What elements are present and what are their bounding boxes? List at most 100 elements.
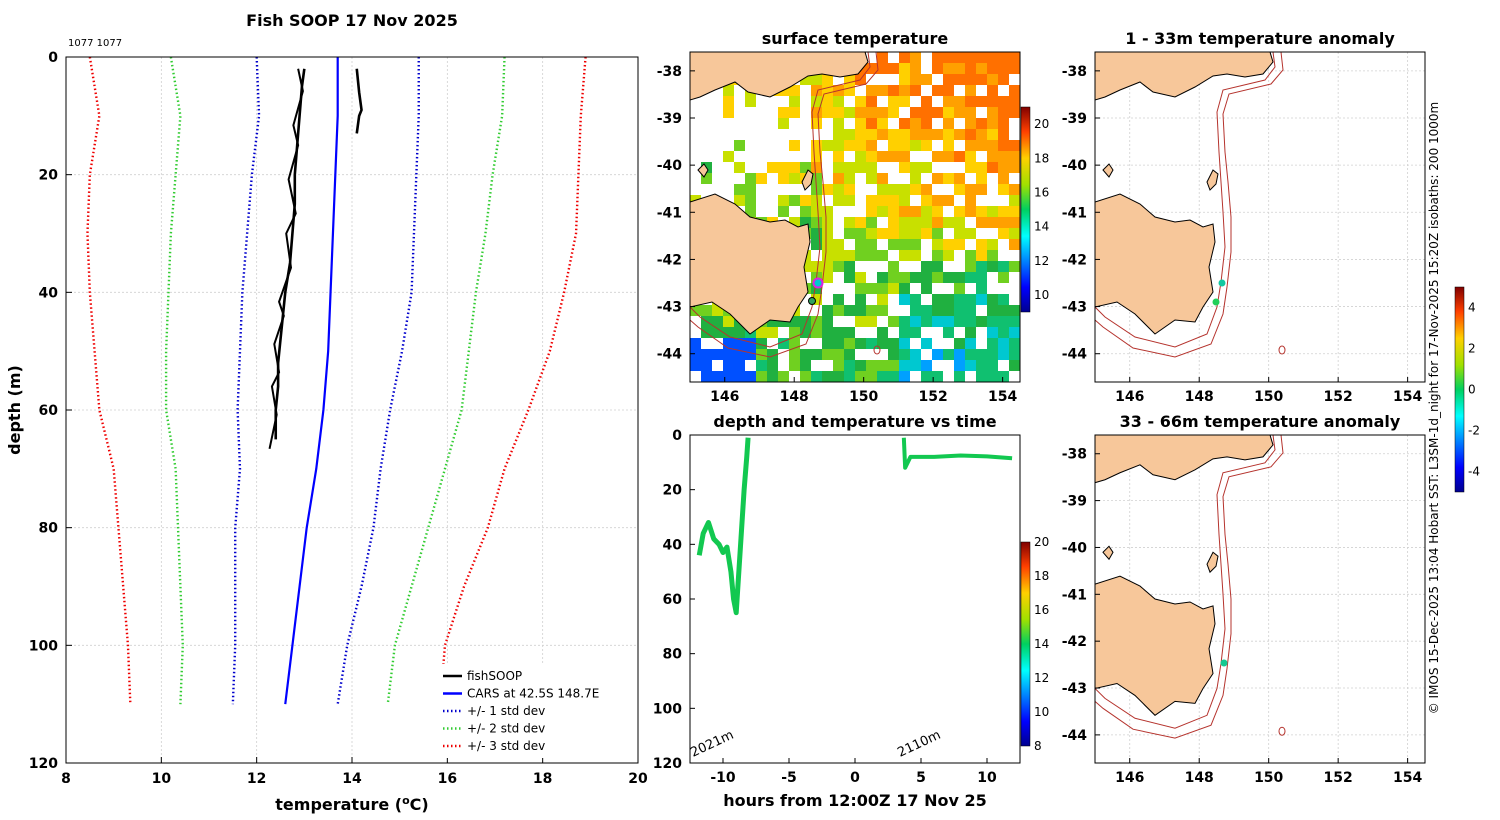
isobath-200m xyxy=(1095,52,1276,348)
sst-pixel xyxy=(888,63,899,74)
sst-pixel xyxy=(910,129,921,140)
sst-pixel xyxy=(844,74,855,85)
sst-pixel xyxy=(1009,195,1020,206)
sst-pixel xyxy=(877,338,888,349)
legend-label: fishSOOP xyxy=(467,669,522,683)
time-xtick-label: 0 xyxy=(850,770,860,786)
sst-pixel xyxy=(734,184,745,195)
profile-xlabel-sup: o xyxy=(402,794,410,807)
anom2-ticks: 146 148 150 152 154 -38 -39 -40 -41 -42 -43 -44 xyxy=(1062,447,1423,786)
sst-pixel xyxy=(998,74,1009,85)
sst-pixel xyxy=(976,272,987,283)
map-xtick-label: 154 xyxy=(1393,389,1422,405)
sst-pixel xyxy=(789,349,800,360)
sst-pixel xyxy=(778,107,789,118)
sst-pixel xyxy=(976,217,987,228)
sst-pixel xyxy=(932,107,943,118)
sst-pixel xyxy=(866,239,877,250)
sst-pixel xyxy=(866,96,877,107)
sst-pixel xyxy=(855,140,866,151)
sst-colorbar-label: 12 xyxy=(1034,254,1049,268)
profile-xtick-label: 14 xyxy=(342,771,362,787)
sst-pixel xyxy=(921,107,932,118)
anom2-land xyxy=(1095,435,1286,739)
sst-pixel xyxy=(811,206,822,217)
sst-pixel xyxy=(866,85,877,96)
sst-pixel xyxy=(800,217,811,228)
sst-pixel xyxy=(976,118,987,129)
sst-pixel xyxy=(899,151,910,162)
sst-pixel xyxy=(767,162,778,173)
map-ytick-label: -43 xyxy=(1062,300,1087,316)
sst-pixel xyxy=(954,96,965,107)
sst-pixel xyxy=(943,129,954,140)
sst-pixel xyxy=(1009,316,1020,327)
sst-pixel xyxy=(954,129,965,140)
sst-pixel xyxy=(921,316,932,327)
sst-colorbar-label: 18 xyxy=(1034,151,1049,165)
map-ytick-label: -43 xyxy=(1062,681,1087,697)
sst-pixel xyxy=(1009,360,1020,371)
sst-pixel xyxy=(998,63,1009,74)
sst-pixel xyxy=(1009,327,1020,338)
sst-pixel xyxy=(910,118,921,129)
side-credit-text: © IMOS 15-Dec-2025 13:04 Hobart SST: L3S… xyxy=(1427,102,1441,715)
sst-pixel xyxy=(910,239,921,250)
anomaly-colorbar-label: 0 xyxy=(1468,383,1476,397)
sst-pixel xyxy=(789,360,800,371)
land-king-island xyxy=(1102,163,1114,178)
time-panel: depth and temperature vs time -10 -5 0 5 100… xyxy=(653,412,1050,810)
sst-pixel xyxy=(811,195,822,206)
map-ytick-label: -38 xyxy=(1062,64,1087,80)
sst-pixel xyxy=(745,349,756,360)
sst-pixel xyxy=(789,162,800,173)
sst-pixel xyxy=(723,85,734,96)
sst-pixel xyxy=(833,261,844,272)
sst-pixel xyxy=(976,140,987,151)
sst-pixel xyxy=(844,327,855,338)
sst-pixel xyxy=(789,217,800,228)
sst-pixel xyxy=(844,272,855,283)
sst-pixel xyxy=(976,239,987,250)
sst-pixel xyxy=(932,316,943,327)
sst-pixel xyxy=(910,349,921,360)
sst-pixel xyxy=(965,184,976,195)
sst-pixel xyxy=(976,283,987,294)
sst-pixel xyxy=(888,140,899,151)
land-king-island xyxy=(1102,545,1114,561)
sst-pixel xyxy=(800,261,811,272)
time-ytick-label: 60 xyxy=(663,592,683,608)
sst-pixel xyxy=(723,151,734,162)
sst-pixel xyxy=(844,184,855,195)
sst-pixel xyxy=(789,173,800,184)
sst-pixel xyxy=(987,129,998,140)
sst-pixel xyxy=(899,162,910,173)
sst-pixel xyxy=(921,195,932,206)
sst-pixel xyxy=(888,184,899,195)
sst-pixel xyxy=(866,360,877,371)
time-xtick-label: 5 xyxy=(916,770,926,786)
sst-pixel xyxy=(987,261,998,272)
time-xlabel: hours from 12:00Z 17 Nov 25 xyxy=(723,791,986,810)
anom1-dot-2 xyxy=(1212,298,1220,306)
sst-pixel xyxy=(910,74,921,85)
sst-pixel xyxy=(987,118,998,129)
map-ytick-label: -39 xyxy=(657,111,682,127)
sst-pixel xyxy=(855,305,866,316)
sst-pixel xyxy=(833,118,844,129)
anom2-title: 33 - 66m temperature anomaly xyxy=(1120,412,1401,431)
sst-pixel xyxy=(855,283,866,294)
map-xtick-label: 154 xyxy=(988,389,1017,405)
sst-pixel xyxy=(822,217,833,228)
sst-pixel xyxy=(877,173,888,184)
sst-pixel xyxy=(976,184,987,195)
map-xtick-label: 150 xyxy=(1254,770,1283,786)
sst-pixel xyxy=(954,184,965,195)
sst-pixel xyxy=(998,129,1009,140)
anomaly-colorbar-label: -2 xyxy=(1468,424,1480,438)
map-xtick-label: 152 xyxy=(1324,389,1353,405)
time-colorbar-label: 10 xyxy=(1034,705,1049,719)
sst-pixel xyxy=(888,85,899,96)
land-flinders-island xyxy=(1206,551,1219,574)
sst-pixel xyxy=(987,338,998,349)
